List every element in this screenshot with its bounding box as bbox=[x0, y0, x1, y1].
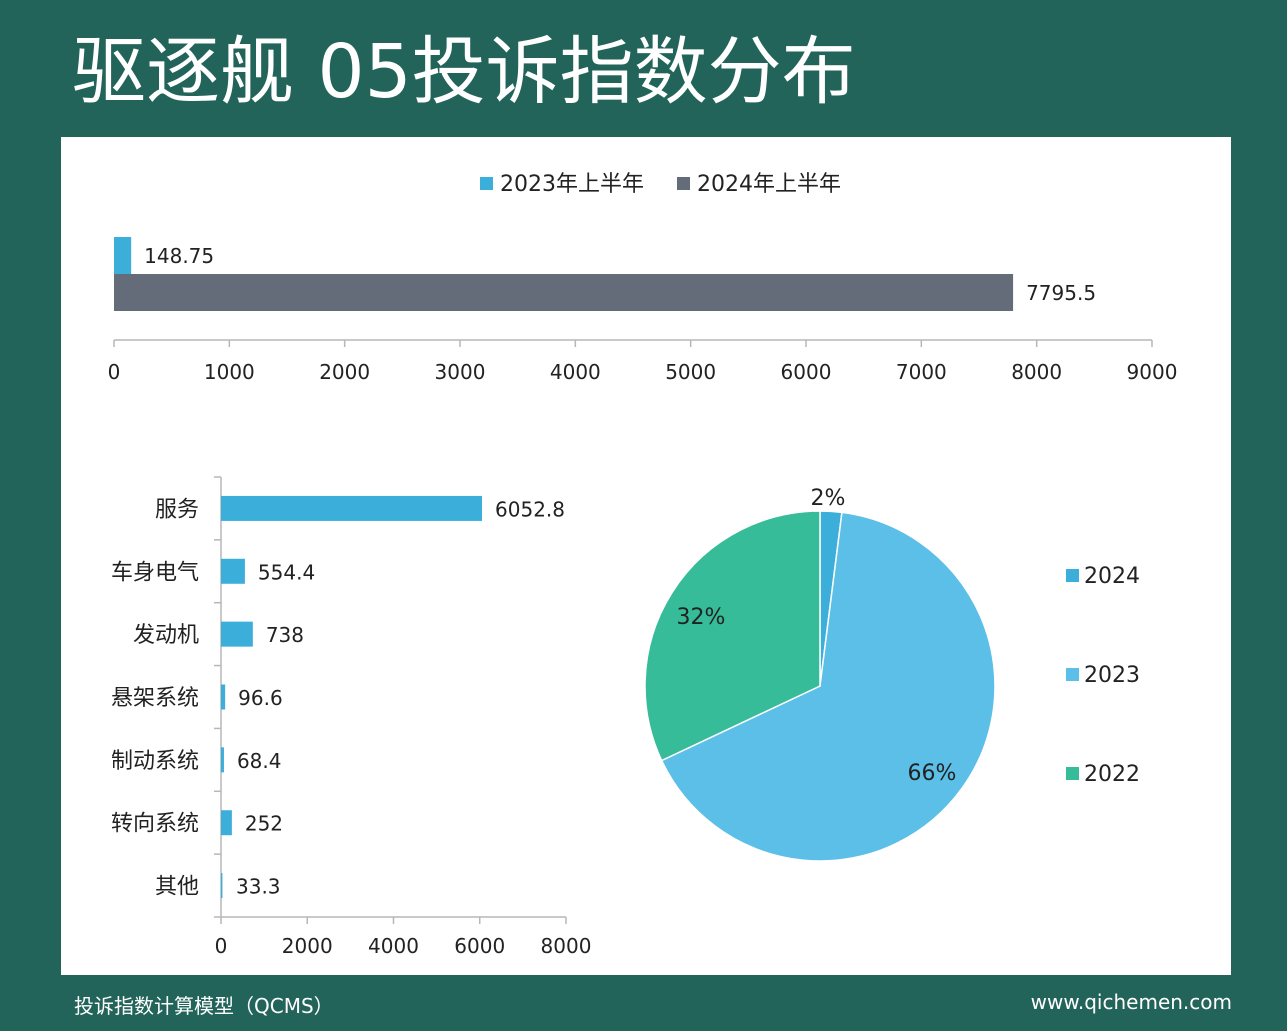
x2-tick-label-2000: 2000 bbox=[282, 934, 333, 958]
category-bar-7 bbox=[221, 873, 223, 899]
legend-label-2: 2024年上半年 bbox=[697, 172, 841, 197]
legend-swatch-2 bbox=[677, 177, 690, 190]
category-value-label-3: 738 bbox=[266, 623, 304, 647]
pie-legend-swatch-2023 bbox=[1066, 668, 1079, 681]
pie-percent-label-2024: 2% bbox=[811, 486, 846, 511]
category-value-label-2: 554.4 bbox=[258, 560, 315, 584]
bar-value-label-1: 148.75 bbox=[144, 244, 214, 268]
category-label-6: 转向系统 bbox=[111, 812, 199, 837]
category-bar-1 bbox=[221, 495, 483, 521]
category-value-label-1: 6052.8 bbox=[495, 497, 565, 521]
category-value-label-6: 252 bbox=[245, 812, 283, 836]
page-title: 驱逐舰 05投诉指数分布 bbox=[72, 29, 856, 115]
bar-1 bbox=[114, 237, 132, 274]
x2-tick-label-4000: 4000 bbox=[368, 934, 419, 958]
category-bar-2 bbox=[221, 558, 245, 584]
pie-legend-label-2024: 2024 bbox=[1084, 564, 1140, 589]
pie-legend-label-2022: 2022 bbox=[1084, 762, 1140, 787]
x-tick-label-1000: 1000 bbox=[204, 360, 255, 384]
pie-slice-2022 bbox=[644, 510, 821, 762]
chart-panel: 2023年上半年 2024年上半年 148.75 7795.5 0 1000 2000 300… bbox=[61, 137, 1231, 975]
category-label-2: 车身电气 bbox=[111, 560, 199, 585]
footer-website: www.qichemen.com bbox=[1030, 990, 1232, 1014]
pie-legend-swatch-2022 bbox=[1066, 767, 1079, 780]
x-tick-label-3000: 3000 bbox=[435, 360, 486, 384]
x-tick-label-4000: 4000 bbox=[550, 360, 601, 384]
category-value-label-7: 33.3 bbox=[236, 875, 281, 899]
category-label-7: 其他 bbox=[155, 875, 199, 900]
bar-value-label-2: 7795.5 bbox=[1026, 281, 1096, 305]
x2-tick-label-6000: 6000 bbox=[454, 934, 505, 958]
category-label-3: 发动机 bbox=[133, 623, 199, 648]
category-label-5: 制动系统 bbox=[111, 749, 199, 774]
x2-tick-label-0: 0 bbox=[215, 934, 228, 958]
category-label-1: 服务 bbox=[155, 497, 199, 522]
x-tick-label-7000: 7000 bbox=[896, 360, 947, 384]
pie-legend-label-2023: 2023 bbox=[1084, 663, 1140, 688]
bar-2 bbox=[114, 274, 1014, 311]
x-tick-label-9000: 9000 bbox=[1127, 360, 1178, 384]
charts-svg: 2023年上半年 2024年上半年 148.75 7795.5 0 1000 2000 300… bbox=[108, 172, 1178, 958]
legend-swatch-1 bbox=[480, 177, 493, 190]
category-bar-3 bbox=[221, 621, 253, 647]
x-tick-label-8000: 8000 bbox=[1011, 360, 1062, 384]
x-tick-label-6000: 6000 bbox=[781, 360, 832, 384]
x-tick-label-5000: 5000 bbox=[665, 360, 716, 384]
category-value-label-5: 68.4 bbox=[237, 749, 282, 773]
category-bar-6 bbox=[221, 810, 232, 836]
legend-label-1: 2023年上半年 bbox=[500, 172, 644, 197]
pie-slice-2023 bbox=[660, 511, 996, 862]
category-label-4: 悬架系统 bbox=[111, 686, 199, 711]
category-bar-4 bbox=[221, 684, 226, 710]
x2-tick-label-8000: 8000 bbox=[541, 934, 592, 958]
x-tick-label-2000: 2000 bbox=[319, 360, 370, 384]
pie-percent-label-2022: 32% bbox=[677, 605, 726, 630]
x-tick-label-0: 0 bbox=[108, 360, 121, 384]
footer-model-name: 投诉指数计算模型（QCMS） bbox=[74, 994, 334, 1018]
pie-percent-label-2023: 66% bbox=[908, 761, 957, 786]
category-bar-5 bbox=[221, 747, 224, 773]
pie-legend-swatch-2024 bbox=[1066, 569, 1079, 582]
category-value-label-4: 96.6 bbox=[238, 686, 283, 710]
